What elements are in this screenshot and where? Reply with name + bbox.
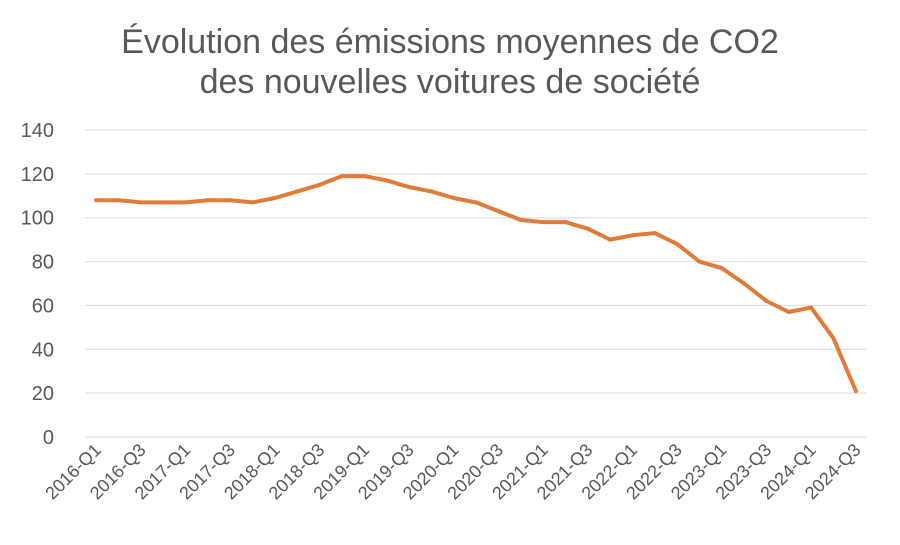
data-point (116, 198, 121, 203)
series-line (94, 174, 858, 393)
data-point (809, 305, 814, 310)
data-point (831, 336, 836, 341)
y-tick-label: 40 (32, 339, 54, 361)
data-point (496, 209, 501, 214)
grid-layer (85, 129, 867, 438)
y-axis: 0 20 40 60 80 100 120 140 (21, 120, 54, 449)
data-point (652, 231, 657, 236)
series-layer (94, 174, 858, 393)
data-point (339, 174, 344, 179)
data-point (853, 388, 858, 393)
data-point (183, 200, 188, 205)
y-tick-label: 80 (32, 252, 54, 274)
data-point (228, 198, 233, 203)
data-point (94, 198, 99, 203)
data-point (384, 178, 389, 183)
chart-title-line-2: des nouvelles voitures de société (199, 63, 701, 101)
data-point (161, 200, 166, 205)
chart-title-line-1: Évolution des émissions moyennes de CO2 (121, 23, 779, 61)
y-tick-label: 120 (21, 164, 54, 186)
data-point (429, 189, 434, 194)
data-point (451, 195, 456, 200)
data-point (697, 259, 702, 264)
data-point (474, 200, 478, 205)
data-point (630, 233, 635, 238)
data-point (585, 226, 590, 231)
data-point (518, 217, 523, 222)
data-point (563, 220, 568, 225)
data-point (295, 189, 300, 194)
data-point (138, 200, 143, 205)
y-tick-label: 0 (43, 427, 54, 449)
data-point (541, 220, 546, 225)
data-point (250, 200, 255, 205)
data-point (719, 266, 724, 271)
data-point (742, 281, 747, 286)
data-point (317, 182, 322, 187)
x-axis: 2016-Q12016-Q32017-Q12017-Q32018-Q12018-… (41, 440, 864, 504)
y-tick-label: 60 (32, 295, 54, 317)
data-point (764, 299, 769, 304)
data-point (675, 242, 680, 247)
data-point (608, 237, 613, 242)
data-point (205, 198, 210, 203)
data-point (406, 185, 411, 190)
data-point (272, 195, 277, 200)
chart-title: Évolution des émissions moyennes de CO2 … (0, 22, 900, 102)
data-point (786, 310, 791, 315)
data-point (362, 174, 367, 179)
y-tick-label: 100 (21, 208, 54, 230)
y-tick-label: 20 (32, 383, 54, 405)
y-tick-label: 140 (21, 120, 54, 142)
